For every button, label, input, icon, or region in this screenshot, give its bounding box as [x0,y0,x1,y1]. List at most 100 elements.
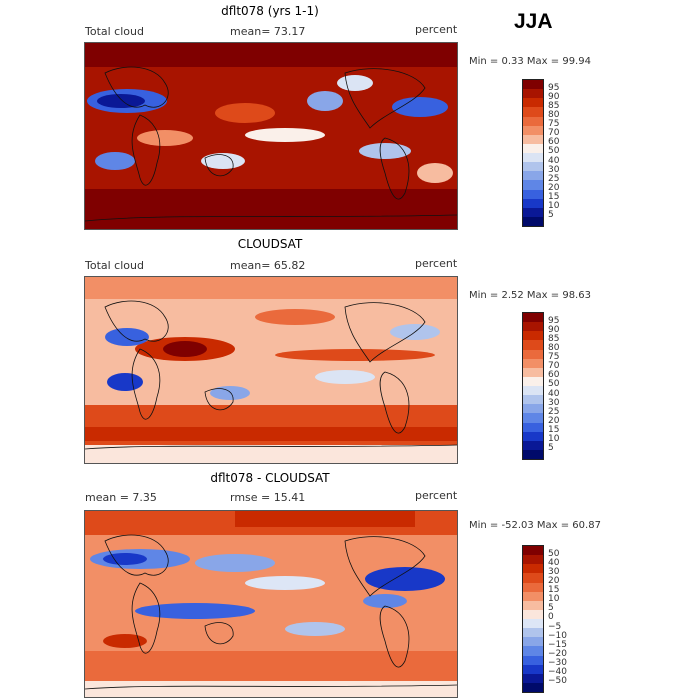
colorbar-tick: 20 [548,182,560,193]
colorbar-segment [523,322,543,332]
colorbar-tick: 60 [548,137,560,148]
cloud-map-image [85,511,457,697]
colorbar-tick: 5 [548,442,554,453]
mean-value: mean= 65.82 [230,259,306,272]
colorbar-segment [523,80,543,90]
colorbar-segment [523,413,543,423]
colorbar-segment [523,637,543,647]
colorbar-tick: 20 [548,576,560,587]
colorbar-segment [523,207,543,217]
colorbar-segment [523,555,543,565]
colorbar-segment [523,609,543,619]
colorbar-tick: −5 [548,621,562,632]
colorbar-segment [523,89,543,99]
colorbar-segment [523,573,543,583]
colorbar-segment [523,153,543,163]
mean-value: mean= 73.17 [230,25,306,38]
colorbar-segment [523,180,543,190]
colorbar-segment [523,358,543,368]
colorbar-tick: 10 [548,594,560,605]
colorbar-tick: 30 [548,164,560,175]
colorbar-tick: 70 [548,361,560,372]
field-label: Total cloud [85,25,144,38]
colorbar-segment [523,431,543,441]
colorbar-labels: 50 40 30 20 15 10 5 0 −5 −10 −15 −20 −30… [548,550,567,686]
colorbar-tick: 25 [548,173,560,184]
colorbar-segment [523,546,543,556]
colorbar-tick: 30 [548,567,560,578]
colorbar-segment [523,134,543,144]
colorbar-segment [523,449,543,459]
colorbar-segment [523,655,543,665]
units-label: percent [415,257,458,270]
colorbar-tick: 40 [548,558,560,569]
colorbar-segment [523,646,543,656]
colorbar-labels: 95 90 85 80 75 70 60 50 40 30 25 20 15 1… [548,84,559,220]
colorbar-segment [523,386,543,396]
colorbar-tick: 50 [548,146,560,157]
map-cloudsat-total-cloud [84,276,458,464]
colorbar-tick: 75 [548,352,560,363]
colorbar-tick: 30 [548,397,560,408]
colorbar-tick: 90 [548,325,560,336]
colorbar-segment [523,600,543,610]
cloud-map-image [85,43,457,229]
colorbar-tick: 40 [548,388,560,399]
rmse-value: rmse = 15.41 [230,491,306,504]
colorbar-segment [523,340,543,350]
colorbar-tick: 50 [548,549,560,560]
colorbar-tick: 95 [548,316,560,327]
field-label: Total cloud [85,259,144,272]
units-label: percent [415,23,458,36]
colorbar-segment [523,376,543,386]
colorbar-segment [523,682,543,692]
colorbar-labels: 95 90 85 80 75 70 60 50 40 30 25 20 15 1… [548,317,559,453]
panel-title: dflt078 (yrs 1-1) [221,4,319,18]
colorbar-tick: 0 [548,612,554,623]
colorbar-segment [523,331,543,341]
colorbar [522,545,544,693]
colorbar-segment [523,582,543,592]
colorbar [522,79,544,227]
colorbar-segment [523,564,543,574]
colorbar-tick: −15 [548,639,567,650]
min-max-stats: Min = 2.52 Max = 98.63 [469,290,591,301]
colorbar-tick: 15 [548,191,560,202]
colorbar-segment [523,591,543,601]
colorbar-segment [523,162,543,172]
colorbar-tick: 50 [548,379,560,390]
colorbar-tick: 5 [548,603,554,614]
colorbar-segment [523,189,543,199]
colorbar-tick: 85 [548,101,560,112]
cloud-map-image [85,277,457,463]
colorbar-segment [523,404,543,414]
colorbar-segment [523,349,543,359]
colorbar-tick: 60 [548,370,560,381]
colorbar-tick: −30 [548,657,567,668]
panel-title: CLOUDSAT [237,237,303,251]
colorbar-segment [523,628,543,638]
colorbar-segment [523,116,543,126]
colorbar-tick: −50 [548,675,567,686]
colorbar-tick: 70 [548,128,560,139]
colorbar-tick: 75 [548,119,560,130]
colorbar-segment [523,422,543,432]
colorbar-tick: −10 [548,630,567,641]
units-label: percent [415,489,458,502]
colorbar-segment [523,98,543,108]
colorbar [522,312,544,460]
colorbar-tick: 15 [548,424,560,435]
colorbar-tick: 40 [548,155,560,166]
min-max-stats: Min = -52.03 Max = 60.87 [469,520,601,531]
mean-value: mean = 7.35 [85,491,157,504]
colorbar-tick: 10 [548,433,560,444]
colorbar-segment [523,395,543,405]
colorbar-segment [523,171,543,181]
colorbar-tick: 80 [548,110,560,121]
colorbar-tick: 90 [548,92,560,103]
colorbar-tick: 5 [548,209,554,220]
colorbar-tick: 85 [548,334,560,345]
colorbar-tick: 25 [548,406,560,417]
colorbar-segment [523,673,543,683]
colorbar-tick: 15 [548,585,560,596]
